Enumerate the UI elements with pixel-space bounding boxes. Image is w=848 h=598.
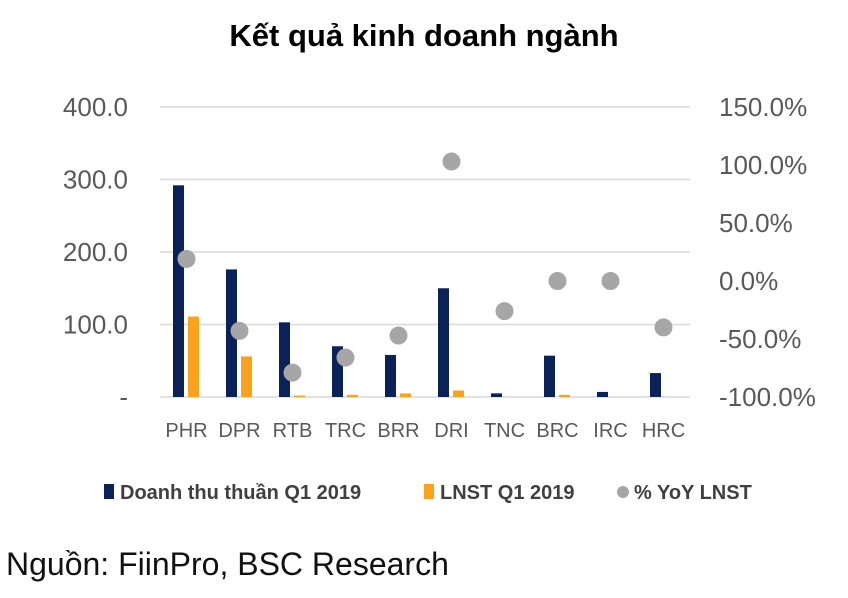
legend-swatch (617, 486, 629, 498)
bar-profit-dri (453, 390, 464, 397)
left-y-axis: - 100.0 200.0 300.0 400.0 (63, 92, 128, 412)
right-tick-label: 50.0% (719, 208, 793, 238)
bar-profit-dpr (241, 356, 252, 397)
scatter-series (177, 152, 673, 382)
right-tick-label: -100.0% (719, 382, 816, 412)
point-yoy-trc (336, 348, 355, 367)
legend-label: % YoY LNST (634, 482, 752, 504)
point-yoy-hrc (654, 318, 673, 337)
x-tick-label: BRC (536, 420, 578, 442)
x-tick-label: DPR (218, 420, 260, 442)
x-tick-label: RTB (273, 420, 313, 442)
x-tick-label: PHR (165, 420, 207, 442)
x-axis: PHR DPR RTB TRC BRR DRI TNC BRC IRC HRC (165, 420, 685, 442)
x-tick-label: TRC (325, 420, 366, 442)
point-yoy-dpr (230, 321, 249, 340)
legend-item-1: Doanh thu thuần Q1 2019 (104, 482, 361, 504)
right-tick-label: 150.0% (719, 92, 807, 122)
gridlines (160, 106, 690, 398)
source-note: Nguồn: FiinPro, BSC Research (6, 546, 449, 582)
legend-swatch (104, 484, 114, 499)
right-y-axis: -100.0% -50.0% 0.0% 50.0% 100.0% 150.0% (719, 92, 816, 412)
legend: Doanh thu thuần Q1 2019 LNST Q1 2019 % YoY… (104, 482, 752, 504)
point-yoy-rtb (283, 363, 302, 382)
right-tick-label: 0.0% (719, 266, 778, 296)
point-yoy-tnc (495, 302, 514, 321)
x-tick-label: HRC (642, 420, 685, 442)
point-yoy-brc (548, 272, 567, 290)
legend-item-2: LNST Q1 2019 (424, 482, 575, 504)
legend-item-3: % YoY LNST (617, 482, 752, 504)
x-tick-label: BRR (377, 420, 419, 442)
right-tick-label: 100.0% (719, 150, 807, 180)
bar-revenue-brc (544, 355, 555, 397)
bar-profit-trc (347, 394, 358, 397)
point-yoy-phr (177, 249, 196, 268)
point-yoy-dri (442, 152, 461, 171)
bar-revenue-irc (597, 391, 608, 397)
bar-revenue-tnc (491, 393, 502, 397)
legend-swatch (424, 484, 434, 499)
x-tick-label: TNC (484, 420, 525, 442)
left-tick-label: 100.0 (63, 310, 128, 340)
x-tick-label: IRC (593, 420, 627, 442)
left-tick-label: 200.0 (63, 237, 128, 267)
bar-revenue-trc (332, 346, 343, 397)
bar-revenue-rtb (279, 322, 290, 397)
left-tick-label: 300.0 (63, 165, 128, 195)
bar-revenue-hrc (650, 373, 661, 397)
bar-revenue-brr (385, 354, 396, 397)
point-yoy-irc (601, 272, 620, 290)
bar-profit-phr (188, 316, 199, 397)
chart-title: Kết quả kinh doanh ngành (229, 18, 619, 53)
left-tick-label: - (119, 382, 128, 412)
legend-label: Doanh thu thuần Q1 2019 (120, 482, 361, 504)
right-tick-label: -50.0% (719, 324, 801, 354)
bar-series (173, 185, 661, 397)
point-yoy-brr (389, 326, 408, 345)
bar-profit-rtb (294, 395, 305, 397)
bar-profit-brc (559, 394, 570, 397)
legend-label: LNST Q1 2019 (440, 482, 575, 504)
bar-revenue-dri (438, 288, 449, 397)
bar-revenue-phr (173, 185, 184, 397)
bar-profit-brr (400, 393, 411, 397)
left-tick-label: 400.0 (63, 92, 128, 122)
x-tick-label: DRI (434, 420, 468, 442)
